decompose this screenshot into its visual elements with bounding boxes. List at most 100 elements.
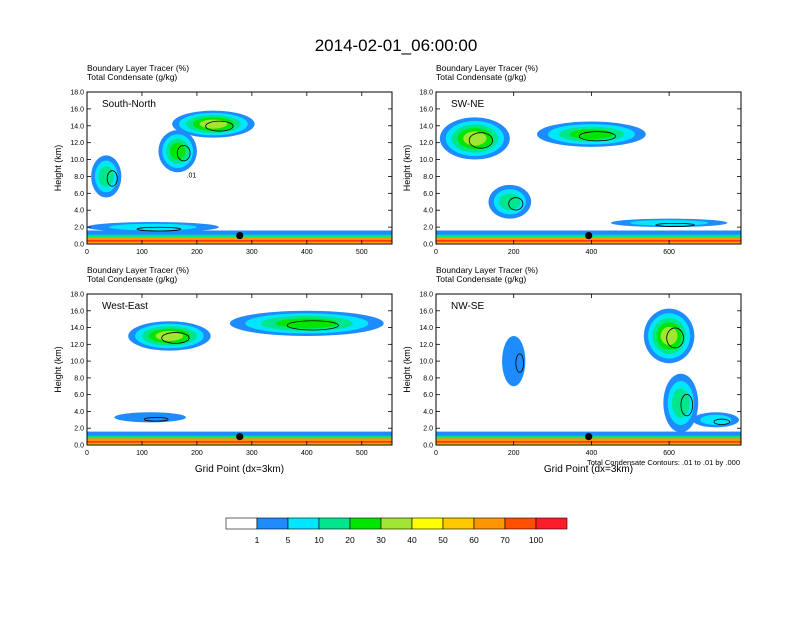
field-title-condensate: Total Condensate (g/kg) bbox=[87, 274, 177, 284]
x-tick-label: 600 bbox=[663, 249, 675, 256]
tracer-field: .01 bbox=[87, 110, 392, 244]
color-bar-label: 30 bbox=[376, 535, 386, 545]
field-title-tracer: Boundary Layer Tracer (%) bbox=[87, 265, 189, 275]
condensate-contour bbox=[286, 320, 339, 331]
x-tick-label: 400 bbox=[301, 249, 313, 256]
y-tick-label: 18.0 bbox=[419, 292, 433, 299]
field-title-tracer: Boundary Layer Tracer (%) bbox=[87, 63, 189, 73]
y-tick-label: 16.0 bbox=[70, 308, 84, 315]
field-title-tracer: Boundary Layer Tracer (%) bbox=[436, 63, 538, 73]
color-bar-label: 70 bbox=[500, 535, 510, 545]
location-marker bbox=[236, 231, 244, 240]
condensate-contour bbox=[468, 132, 493, 149]
color-bar-swatch bbox=[318, 517, 351, 530]
x-tick-label: 500 bbox=[356, 450, 368, 457]
field-title-condensate: Total Condensate (g/kg) bbox=[436, 72, 526, 82]
y-tick-label: 14.0 bbox=[70, 325, 84, 332]
x-tick-label: 200 bbox=[191, 249, 203, 256]
tracer-field bbox=[436, 308, 741, 445]
x-tick-label: 400 bbox=[586, 450, 598, 457]
color-bar-swatch bbox=[473, 517, 506, 530]
y-axis-label: Height (km) bbox=[53, 145, 63, 192]
y-tick-label: 14.0 bbox=[419, 123, 433, 130]
tracer-field bbox=[87, 310, 392, 445]
condensate-contour bbox=[680, 393, 694, 417]
x-tick-label: 100 bbox=[136, 249, 148, 256]
condensate-contour bbox=[106, 170, 118, 187]
y-tick-label: 12.0 bbox=[70, 342, 84, 349]
condensate-contour bbox=[515, 353, 524, 373]
color-bar-swatch bbox=[442, 517, 475, 530]
y-tick-label: 0.0 bbox=[74, 242, 84, 249]
location-marker bbox=[585, 433, 593, 441]
y-tick-label: 14.0 bbox=[70, 123, 84, 130]
chart-panel-nw-se: Boundary Layer Tracer (%)Total Condensat… bbox=[402, 265, 742, 475]
y-tick-label: 6.0 bbox=[74, 191, 84, 198]
x-tick-label: 400 bbox=[586, 249, 598, 256]
y-tick-label: 6.0 bbox=[423, 191, 433, 198]
color-bar-swatch bbox=[411, 517, 444, 530]
y-tick-label: 6.0 bbox=[74, 392, 84, 399]
section-label: SW-NE bbox=[451, 99, 484, 110]
condensate-contour bbox=[713, 418, 730, 426]
y-tick-label: 0.0 bbox=[423, 443, 433, 450]
y-tick-label: 4.0 bbox=[74, 409, 84, 416]
color-bar-swatch bbox=[504, 517, 537, 530]
condensate-contour bbox=[176, 144, 191, 162]
tracer-plume-layer bbox=[630, 220, 708, 226]
color-bar-swatch bbox=[380, 517, 413, 530]
y-tick-label: 10.0 bbox=[70, 359, 84, 366]
tracer-plume-layer bbox=[98, 165, 114, 187]
color-bar-label: 40 bbox=[407, 535, 417, 545]
x-tick-label: 0 bbox=[85, 249, 89, 256]
y-tick-label: 12.0 bbox=[70, 140, 84, 147]
color-bar-label: 100 bbox=[529, 535, 543, 545]
section-label: NW-SE bbox=[451, 301, 484, 312]
plot-frame bbox=[86, 91, 393, 245]
chart-panel-south-north: Boundary Layer Tracer (%)Total Condensat… bbox=[53, 63, 393, 256]
y-tick-label: 2.0 bbox=[423, 225, 433, 232]
y-axis-label: Height (km) bbox=[402, 145, 412, 192]
tracer-plume-layer bbox=[660, 326, 678, 346]
y-tick-label: 10.0 bbox=[419, 157, 433, 164]
figure-title: 2014-02-01_06:00:00 bbox=[315, 36, 478, 55]
x-tick-label: 200 bbox=[191, 450, 203, 457]
y-axis-label: Height (km) bbox=[53, 346, 63, 393]
color-bar-label: 60 bbox=[469, 535, 479, 545]
contour-footnote: Total Condensate Contours: .01 to .01 by… bbox=[587, 458, 740, 467]
x-axis-label: Grid Point (dx=3km) bbox=[195, 464, 284, 475]
x-tick-label: 200 bbox=[508, 249, 520, 256]
x-axis-label: Grid Point (dx=3km) bbox=[544, 464, 633, 475]
color-bar-label: 10 bbox=[314, 535, 324, 545]
y-tick-label: 2.0 bbox=[423, 426, 433, 433]
section-label: South-North bbox=[102, 99, 156, 110]
y-tick-label: 16.0 bbox=[419, 106, 433, 113]
y-tick-label: 14.0 bbox=[419, 325, 433, 332]
section-label: West-East bbox=[102, 301, 148, 312]
tracer-field bbox=[436, 117, 741, 244]
y-tick-label: 0.0 bbox=[423, 242, 433, 249]
condensate-contour bbox=[666, 327, 684, 349]
y-tick-label: 16.0 bbox=[419, 308, 433, 315]
y-tick-label: 0.0 bbox=[74, 443, 84, 450]
y-tick-label: 8.0 bbox=[74, 375, 84, 382]
color-bar: 1 5 10 20 30 40 50 60 70 100 bbox=[225, 517, 568, 545]
y-axis-label: Height (km) bbox=[402, 346, 412, 393]
boundary-layer-band bbox=[87, 443, 392, 445]
condensate-contour bbox=[508, 197, 524, 211]
color-bar-swatch bbox=[225, 517, 258, 530]
field-title-condensate: Total Condensate (g/kg) bbox=[87, 72, 177, 82]
y-tick-label: 8.0 bbox=[74, 174, 84, 181]
x-tick-label: 0 bbox=[85, 450, 89, 457]
condensate-contour bbox=[205, 120, 234, 132]
condensate-contour bbox=[655, 222, 695, 227]
x-tick-label: 500 bbox=[356, 249, 368, 256]
tracer-plume-layer bbox=[199, 119, 228, 129]
panels: Boundary Layer Tracer (%)Total Condensat… bbox=[53, 63, 742, 475]
color-bar-label: 50 bbox=[438, 535, 448, 545]
location-marker bbox=[585, 231, 593, 240]
field-title-condensate: Total Condensate (g/kg) bbox=[436, 274, 526, 284]
boundary-layer-band bbox=[87, 242, 392, 244]
color-bar-swatch bbox=[349, 517, 382, 530]
